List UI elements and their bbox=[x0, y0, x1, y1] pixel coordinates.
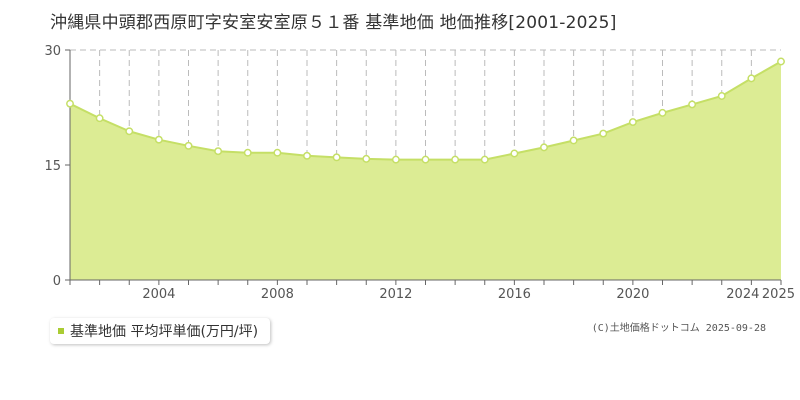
data-point bbox=[421, 155, 430, 164]
data-point bbox=[125, 127, 134, 136]
data-point bbox=[747, 74, 756, 83]
x-tick-label: 2012 bbox=[379, 287, 412, 302]
area-fill bbox=[70, 61, 781, 280]
data-point bbox=[95, 114, 104, 123]
data-point bbox=[391, 155, 400, 164]
data-point bbox=[569, 136, 578, 145]
y-tick-label: 0 bbox=[53, 274, 61, 289]
legend: 基準地価 平均坪単価(万円/坪) bbox=[50, 318, 271, 344]
data-point bbox=[540, 143, 548, 152]
x-tick-label: 2025 bbox=[762, 287, 795, 302]
markers bbox=[66, 57, 785, 164]
x-tick-label: 2020 bbox=[616, 287, 649, 302]
data-point bbox=[777, 57, 785, 66]
legend-label: 基準地価 平均坪単価(万円/坪) bbox=[70, 324, 259, 340]
legend-swatch bbox=[58, 328, 64, 334]
chart-title: 沖縄県中頭郡西原町字安室安室原５１番 基準地価 地価推移[2001-2025] bbox=[50, 13, 617, 33]
x-tick-label: 2024 bbox=[726, 287, 759, 302]
copyright: (C)土地価格ドットコム 2025-09-28 bbox=[591, 323, 766, 334]
data-point bbox=[303, 151, 311, 160]
data-point bbox=[510, 149, 519, 158]
data-point bbox=[658, 108, 667, 117]
data-point bbox=[273, 148, 282, 157]
data-point bbox=[599, 129, 608, 138]
data-point bbox=[332, 153, 341, 162]
data-point bbox=[628, 118, 637, 127]
data-point bbox=[480, 155, 489, 164]
data-point bbox=[362, 154, 371, 163]
data-point bbox=[154, 135, 163, 144]
data-point bbox=[717, 92, 726, 100]
y-tick-label: 15 bbox=[44, 159, 61, 174]
data-point bbox=[66, 99, 74, 108]
y-tick-label: 30 bbox=[44, 44, 61, 59]
data-point bbox=[688, 100, 697, 109]
x-tick-label: 2016 bbox=[498, 287, 531, 302]
data-point bbox=[243, 148, 252, 157]
x-tick-label: 2004 bbox=[142, 287, 175, 302]
tick-labels: 0 15 30 2004 2008 2012 2016 2020 2024 2025 bbox=[44, 44, 795, 302]
data-point bbox=[214, 147, 223, 156]
data-point bbox=[451, 155, 460, 164]
x-tick-label: 2008 bbox=[261, 287, 294, 302]
axes bbox=[65, 49, 782, 285]
data-point bbox=[184, 141, 193, 150]
